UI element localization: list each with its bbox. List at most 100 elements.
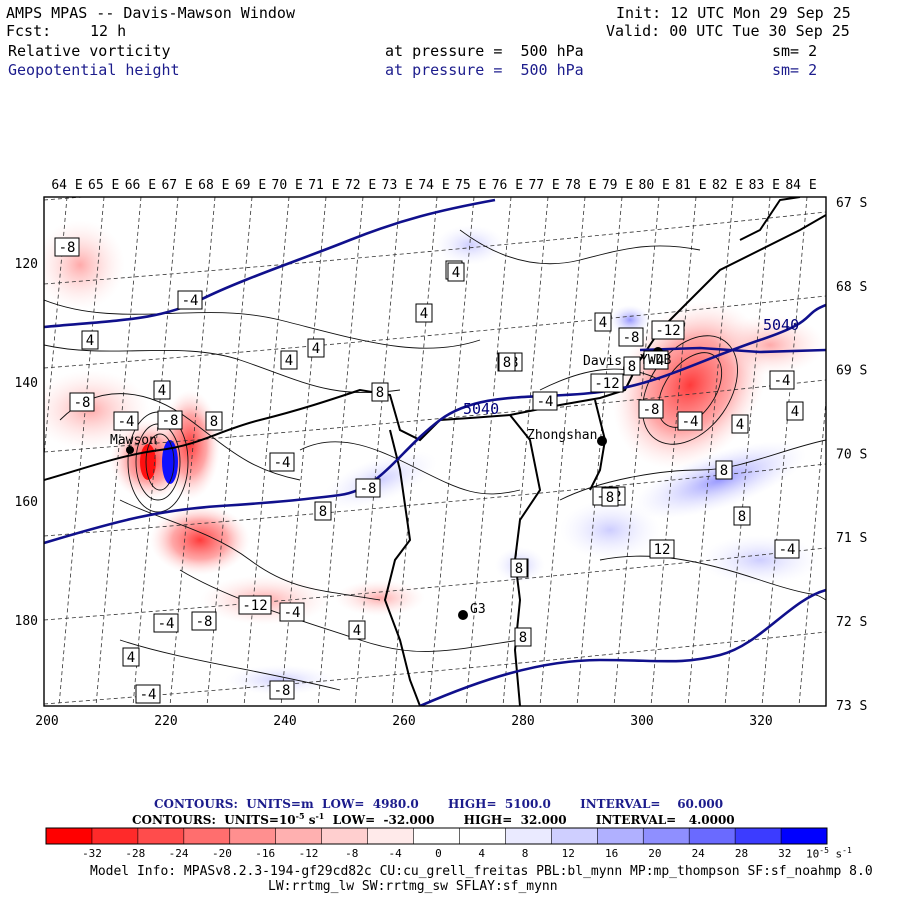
colorbar-tick: -32 — [82, 847, 102, 860]
colorbar-tick: 4 — [478, 847, 485, 860]
contour-label-box — [348, 620, 366, 640]
colorbar-tick: -16 — [255, 847, 275, 860]
contour-label-box — [205, 411, 223, 431]
lat-label: 73 S — [836, 699, 867, 714]
field2-smoothing: sm= 2 — [772, 61, 818, 79]
lon-label: 75 E — [455, 178, 486, 193]
lon-label: 81 E — [675, 178, 706, 193]
lat-label: 68 S — [836, 280, 867, 295]
contour-label-box — [651, 320, 685, 340]
parallel-line — [44, 463, 826, 537]
contour-label: 8 — [738, 509, 746, 525]
contour-label: 4 — [736, 417, 744, 433]
contour-label: -4 — [537, 394, 554, 410]
lon-label: 78 E — [565, 178, 596, 193]
contour-label: -12 — [242, 598, 267, 614]
contour-label-box — [280, 350, 298, 370]
contour-label-box — [498, 352, 516, 372]
lon-label: 71 E — [308, 178, 339, 193]
x-tick-label: 300 — [630, 714, 653, 729]
contour-label: 4 — [158, 383, 166, 399]
contour-label-box — [177, 290, 203, 310]
contour-labels: -8-444444-4-88-48-8-8-4484-8-12-4-12-8-4… — [54, 237, 804, 704]
field2-name: Geopotential height — [8, 61, 180, 79]
contour-label: -4 — [118, 414, 135, 430]
contour-label: 8 — [376, 385, 384, 401]
colorbar-swatch — [46, 828, 93, 844]
contour-label: 12 — [654, 542, 671, 558]
colorbar: -32 -28 -24 -20 -16 -12 -8 -4 0 4 8 12 16 20 24 28 32 — [45, 827, 828, 860]
meridian-line — [465, 197, 512, 706]
mawson-marker — [126, 446, 134, 454]
x-tick-label: 240 — [273, 714, 296, 729]
contour-label-box — [113, 411, 139, 431]
contour-label: -4 — [284, 605, 301, 621]
colorbar-tick: -28 — [125, 847, 145, 860]
field2-level: at pressure = 500 hPa — [385, 61, 584, 79]
meridian-line — [613, 197, 660, 706]
contour-label: 4 — [599, 315, 607, 331]
lon-label: 74 E — [418, 178, 449, 193]
colorbar-swatch — [505, 828, 552, 844]
colorbar-swatch — [413, 828, 460, 844]
colorbar-tick: -12 — [299, 847, 319, 860]
contour-label: -4 — [682, 414, 699, 430]
axis-labels: 64 E 65 E 66 E 67 E 68 E 69 E 70 E 71 E 72 E 73 E… — [15, 178, 868, 729]
contour-label-box — [590, 373, 624, 393]
meridian-line — [169, 197, 216, 706]
meridian-line — [95, 197, 142, 706]
contour-label-box — [122, 647, 140, 667]
lon-label: 72 E — [345, 178, 376, 193]
colorbar-tick: -4 — [388, 847, 402, 860]
lon-label: 79 E — [602, 178, 633, 193]
colorbar-swatch — [91, 828, 139, 844]
contour-label: 8 — [503, 355, 511, 371]
colorbar-swatch — [275, 828, 323, 844]
y-tick-label: 140 — [15, 376, 38, 391]
colorbar-tick: -20 — [212, 847, 232, 860]
contour-label-box — [81, 330, 99, 350]
station-mawson: Mawson — [110, 433, 157, 448]
contour-label: 4 — [353, 623, 361, 639]
parallel-line — [44, 211, 826, 285]
colorbar-tick: 32 — [778, 847, 791, 860]
contour-label-box — [623, 356, 641, 376]
colorbar-swatch — [735, 828, 782, 844]
meridian-line — [317, 197, 364, 706]
colorbar-swatch — [597, 828, 644, 844]
valid-time: Valid: 00 UTC Tue 30 Sep 25 — [606, 22, 850, 40]
contour-label: 4 — [285, 353, 293, 369]
colorbar-tick: 8 — [522, 847, 529, 860]
lon-label: 67 E — [161, 178, 192, 193]
contour-label: -8 — [623, 330, 640, 346]
x-tick-label: 260 — [392, 714, 415, 729]
meridian-line — [650, 197, 697, 706]
contour-label-box — [715, 460, 733, 480]
contour-label-box — [54, 237, 80, 257]
meridian-line — [539, 197, 586, 706]
meridian-line — [428, 197, 475, 706]
colorbar-swatch — [551, 828, 598, 844]
colorbar-tick: 28 — [735, 847, 748, 860]
contour-label-box — [69, 392, 95, 412]
contour-label-box — [601, 487, 619, 507]
parallel-line — [44, 379, 826, 453]
plot-frame — [43, 196, 827, 707]
lon-label: 82 E — [712, 178, 743, 193]
contour-label: 8 — [319, 504, 327, 520]
contour-label: 8 — [720, 463, 728, 479]
contour-label: 4 — [420, 306, 428, 322]
forecast-label: Fcst: — [6, 22, 52, 40]
x-tick-label: 220 — [154, 714, 177, 729]
contour-label: 8 — [210, 414, 218, 430]
contour-label-box — [774, 539, 800, 559]
colorbar-swatch — [183, 828, 231, 844]
contour-label: -8 — [360, 481, 377, 497]
contour-label-box — [153, 380, 171, 400]
lat-label: 72 S — [836, 615, 867, 630]
colorbar-tick: 0 — [435, 847, 442, 860]
contour-label-box — [618, 327, 644, 347]
meridian-line — [354, 197, 401, 706]
init-time: Init: 12 UTC Mon 29 Sep 25 — [616, 4, 851, 22]
meridian-line — [687, 197, 734, 706]
